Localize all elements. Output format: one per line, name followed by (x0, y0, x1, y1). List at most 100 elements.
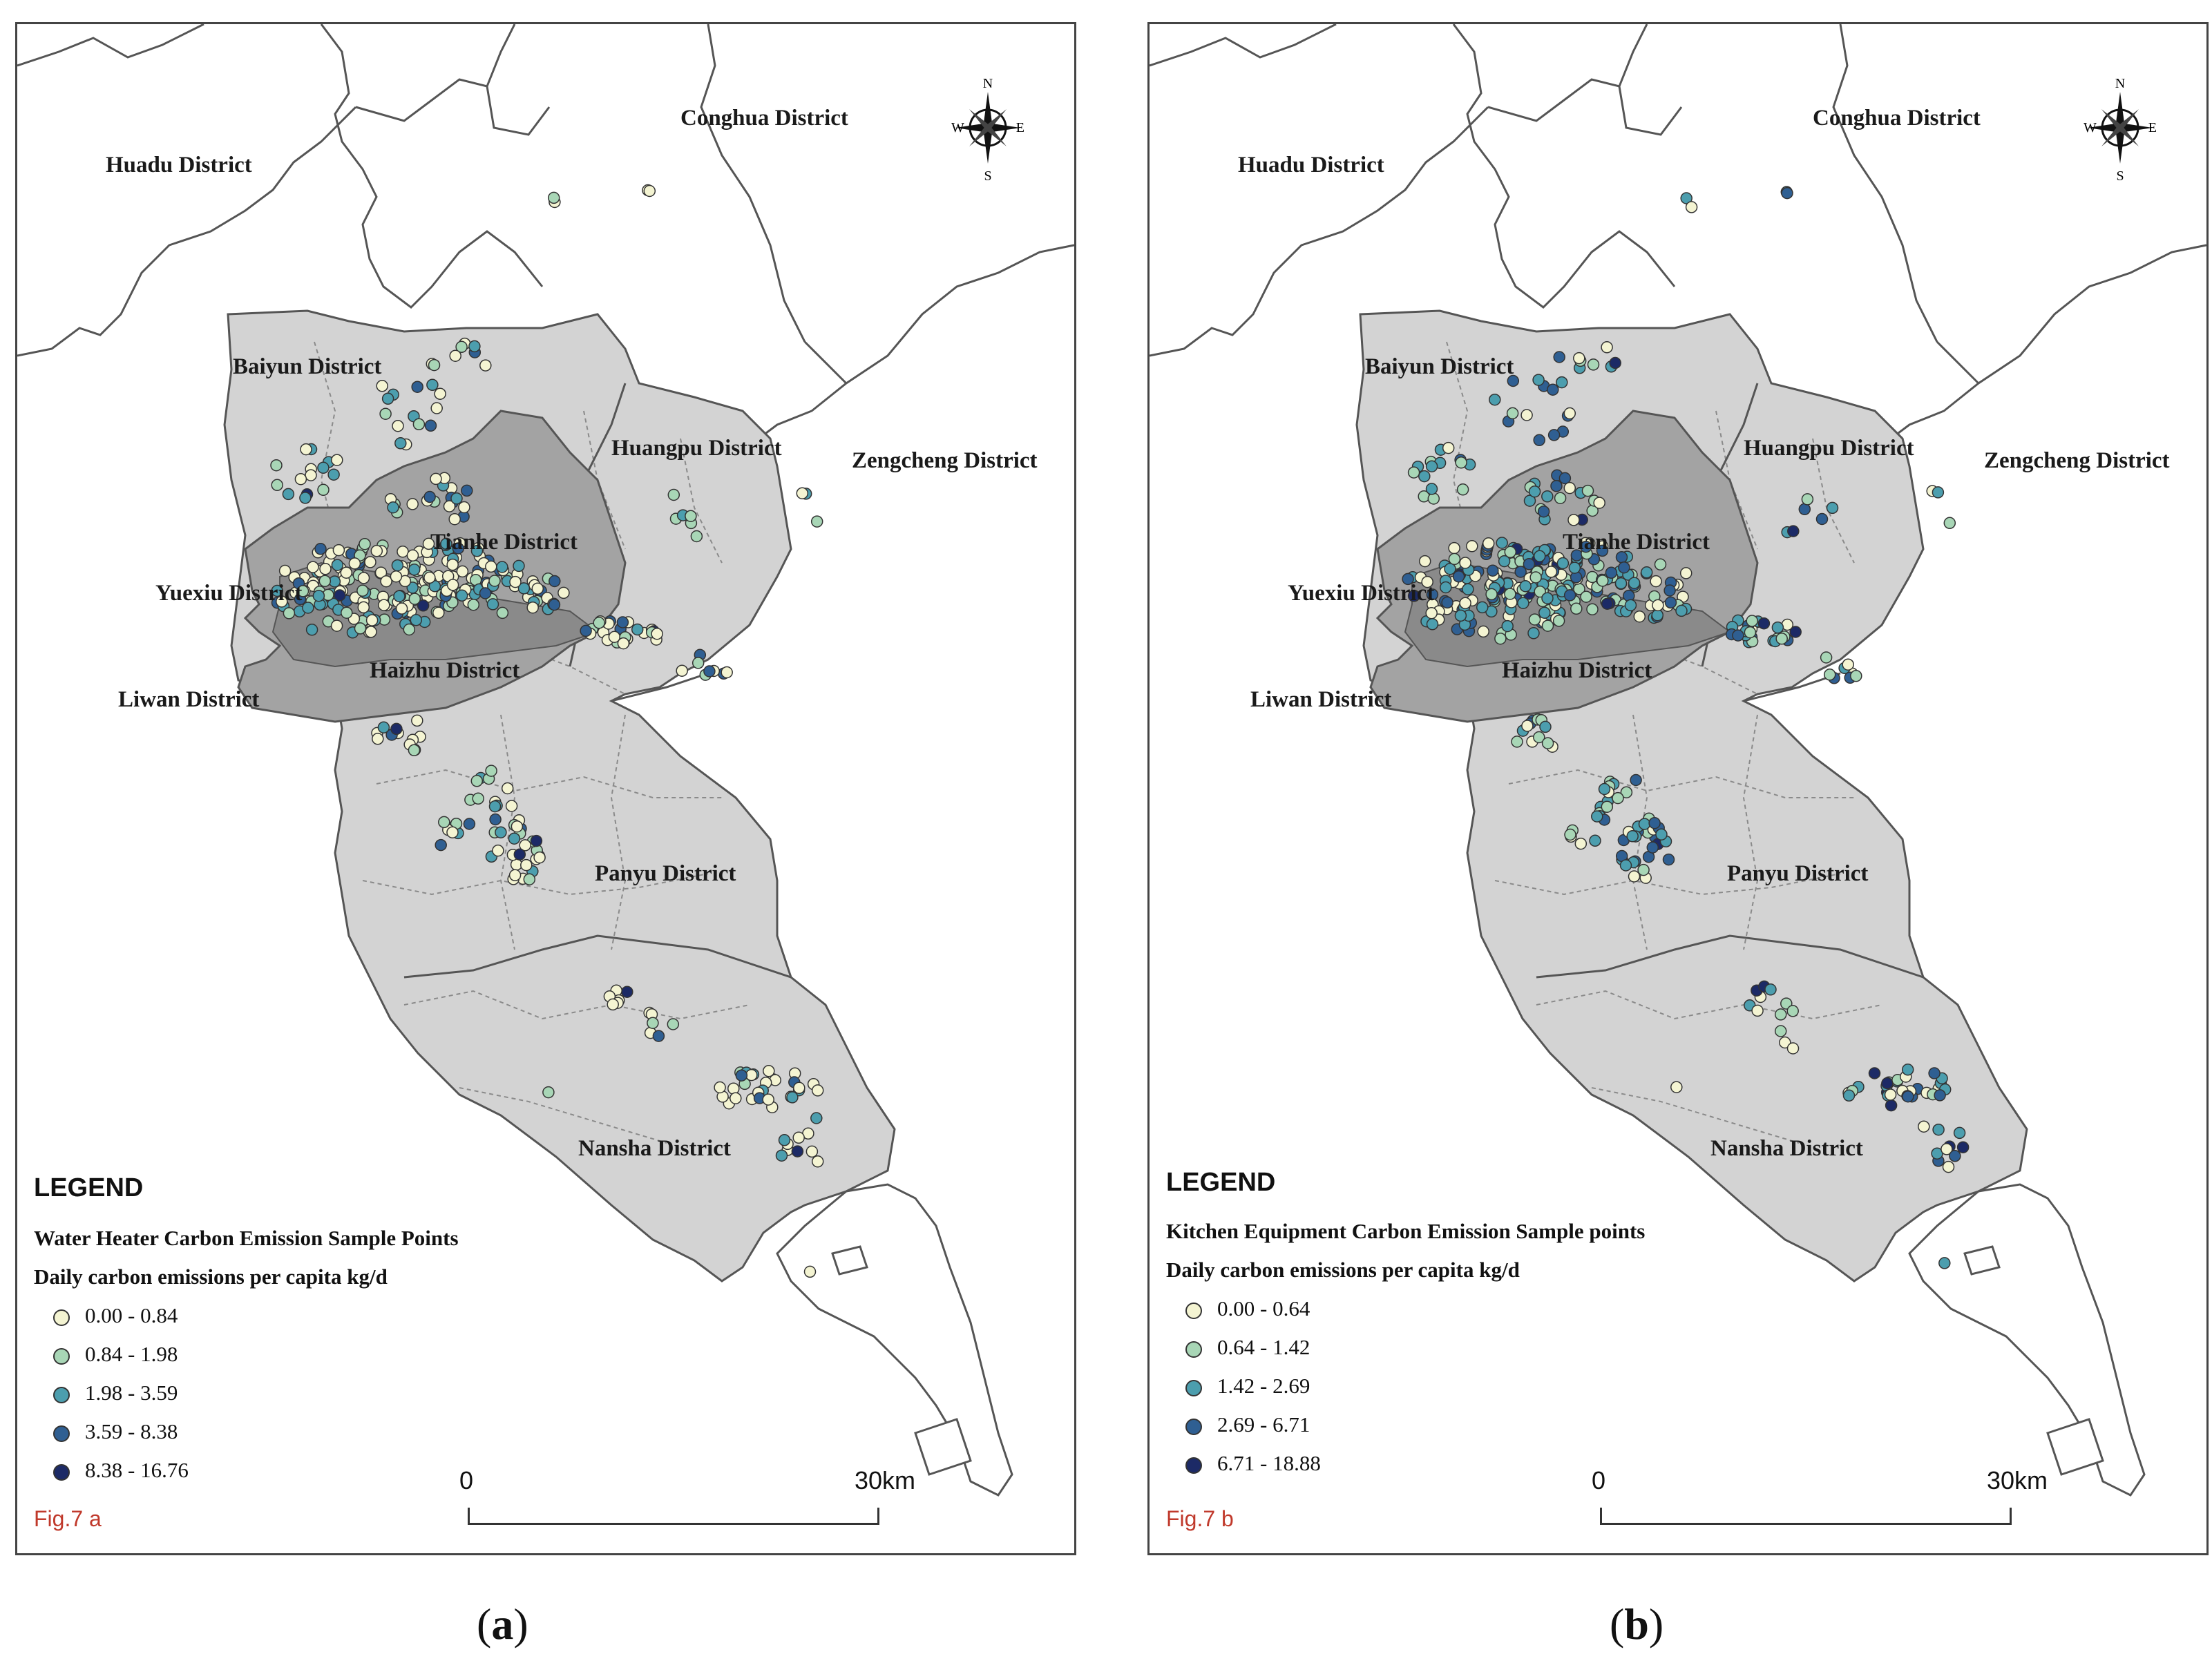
sample-point (721, 666, 733, 679)
label-zengcheng: Zengcheng District (852, 448, 1038, 473)
sample-point (1425, 606, 1438, 619)
sample-point (1938, 1257, 1951, 1269)
sample-point (1523, 558, 1536, 570)
sample-point (406, 549, 419, 562)
label-huangpu: Huangpu District (1744, 436, 1914, 461)
sample-point (408, 564, 421, 576)
sample-point (792, 1131, 805, 1144)
sample-point (1620, 786, 1633, 798)
sample-point (1448, 541, 1460, 555)
sample-point (1779, 1036, 1791, 1049)
sample-point (513, 848, 526, 861)
compass-n: N (2115, 76, 2125, 91)
caption-letter: b (1624, 1599, 1649, 1649)
sample-point (1476, 601, 1489, 614)
sample-point (391, 559, 404, 572)
sample-point (1757, 617, 1771, 630)
sample-point (1529, 571, 1542, 584)
sample-point (1774, 1008, 1787, 1021)
sample-point (390, 570, 403, 583)
sample-point (1942, 1160, 1955, 1173)
compass-rose-icon: N S E W (951, 76, 1024, 183)
sample-point (406, 498, 419, 510)
sample-point (513, 559, 525, 573)
legend-label: 2.69 - 6.71 (1217, 1412, 1310, 1436)
sample-point (1652, 599, 1664, 612)
outer-district-boundaries (1150, 24, 2206, 468)
sample-point (296, 585, 309, 597)
sample-point (1533, 731, 1545, 744)
sample-point (1523, 494, 1536, 507)
sample-point (378, 599, 390, 611)
sample-point (1563, 481, 1576, 494)
sample-point (1934, 1089, 1946, 1102)
sample-point (1601, 800, 1614, 813)
sample-point (1533, 434, 1545, 447)
sample-point (393, 590, 406, 603)
sample-point (450, 492, 463, 505)
sample-point (432, 606, 445, 619)
sample-point (395, 602, 408, 615)
sample-point (1556, 557, 1570, 570)
sample-point (1541, 592, 1554, 604)
sample-point (374, 566, 388, 579)
sample-point (282, 488, 295, 501)
coastline-details (1908, 1183, 2146, 1497)
label-yuexiu: Yuexiu District (155, 581, 303, 606)
sample-point (1570, 602, 1583, 615)
sample-point (1477, 625, 1489, 638)
sample-point (1418, 555, 1431, 568)
sample-point (1533, 550, 1546, 562)
sample-point (307, 561, 319, 573)
sample-point (410, 614, 423, 626)
label-nansha: Nansha District (1710, 1136, 1863, 1161)
sample-point (1670, 1081, 1683, 1093)
label-haizhu: Haizhu District (370, 658, 520, 683)
sample-point (1444, 563, 1456, 575)
sample-points (1402, 186, 1970, 1269)
sample-point (526, 601, 539, 614)
sample-point (1586, 603, 1599, 615)
sample-point (294, 472, 307, 486)
sample-point (1648, 816, 1661, 829)
sample-point (607, 998, 619, 1011)
sample-point (1511, 736, 1523, 748)
sample-point (428, 358, 441, 372)
sample-point (348, 557, 361, 570)
sample-point (496, 606, 509, 619)
panyu-nansha-boundary (403, 934, 792, 979)
sample-point (1593, 497, 1605, 509)
sample-point (517, 582, 531, 595)
sample-point (496, 561, 508, 573)
sample-point (1459, 557, 1471, 569)
sample-point (1494, 632, 1507, 645)
legend-item: 0.64 - 1.42 (1185, 1335, 1310, 1360)
sample-point (531, 582, 544, 595)
sample-point (488, 800, 502, 813)
sample-point (647, 1017, 659, 1029)
sample-point (1640, 566, 1653, 579)
sample-point (1918, 1120, 1930, 1133)
sample-point (1953, 1126, 1966, 1140)
sample-point (1591, 810, 1603, 823)
legend-swatch (53, 1386, 70, 1403)
legend-swatch (1185, 1379, 1202, 1396)
sample-point (621, 986, 633, 998)
sample-point (479, 359, 492, 372)
sample-point (1941, 1143, 1953, 1155)
sample-point (1547, 429, 1561, 441)
sample-point (1418, 470, 1431, 483)
sample-point (775, 1149, 788, 1162)
sample-point (1537, 505, 1550, 518)
sample-point (1452, 570, 1465, 583)
sample-point (318, 575, 332, 588)
sample-point (408, 744, 421, 757)
sample-point (1786, 1005, 1799, 1017)
legend-item: 0.00 - 0.84 (53, 1303, 178, 1328)
sample-point (1598, 782, 1611, 796)
sample-point (796, 487, 809, 499)
sample-point (449, 349, 461, 362)
sample-point (1746, 615, 1758, 627)
sample-point (492, 844, 504, 857)
label-huadu: Huadu District (106, 153, 252, 177)
